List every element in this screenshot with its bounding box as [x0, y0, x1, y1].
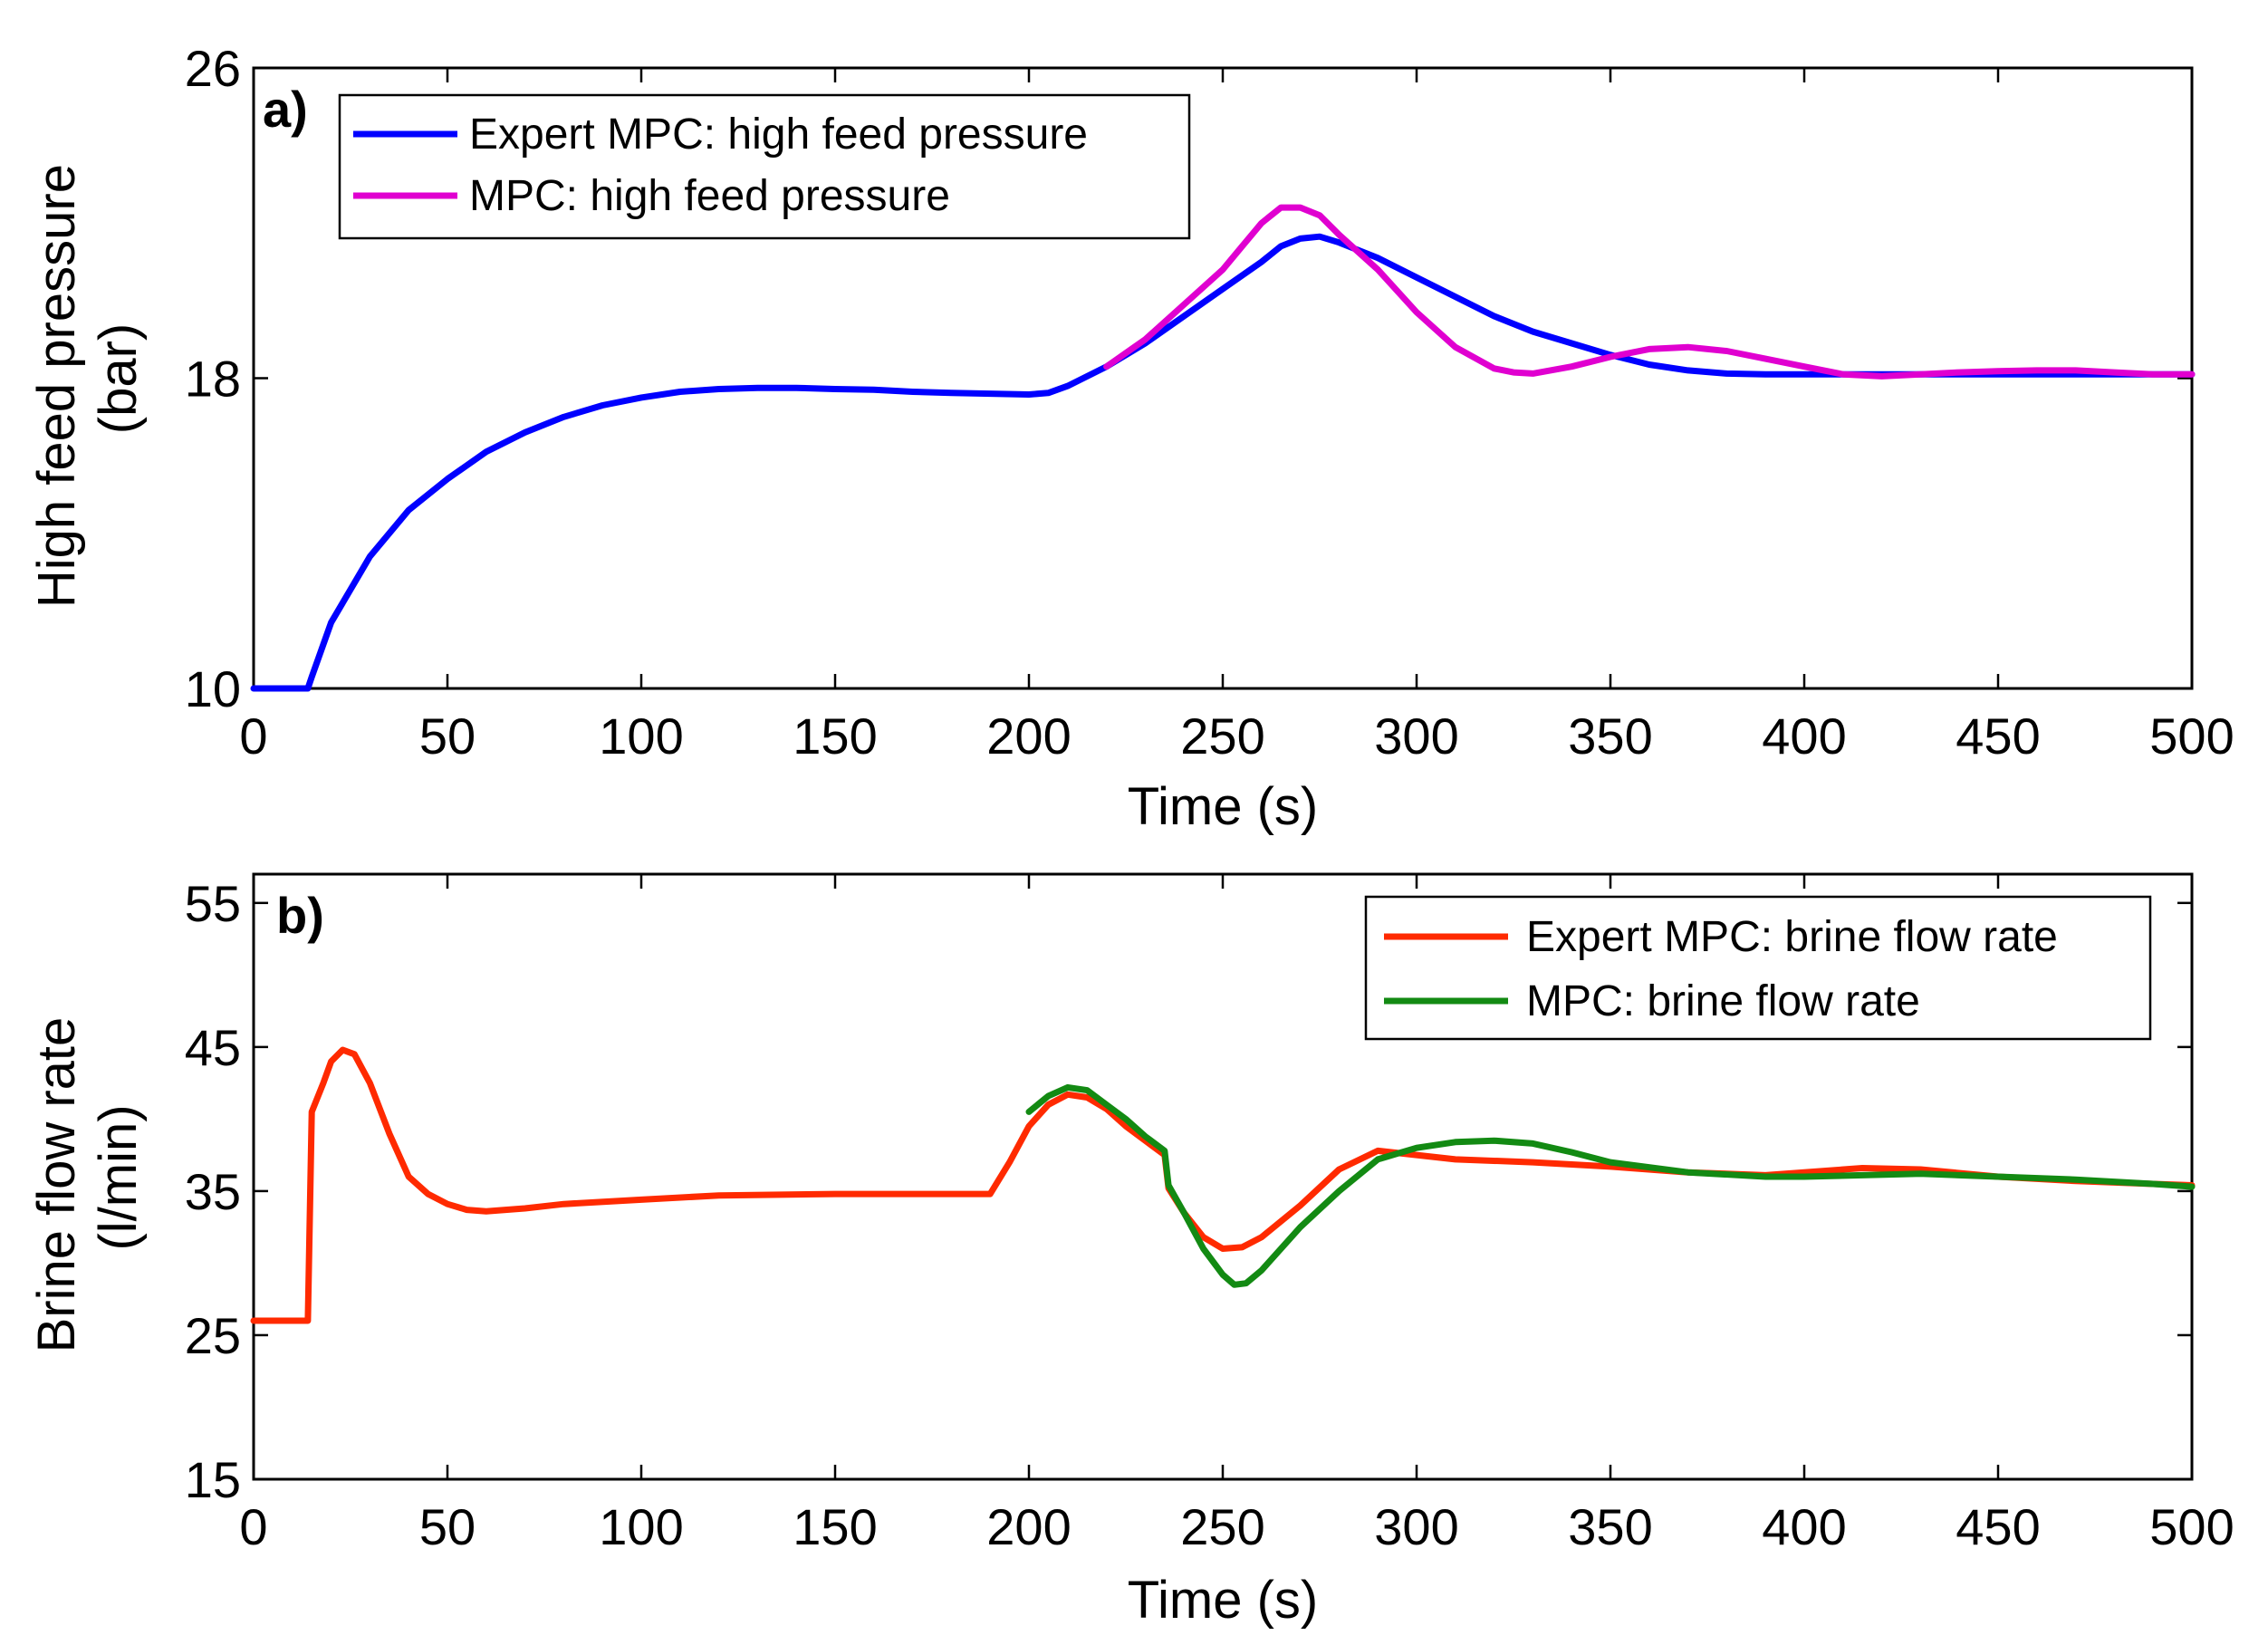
panel-b-series-line-2	[1025, 1083, 2196, 1288]
panel-a-x-tick-label: 50	[419, 707, 476, 765]
panel-b-ticks: 0 50 100 150 200 250 300 350 400 450 500 15 25 35 45 55	[185, 874, 2234, 1555]
panel-b-chart: 0 50 100 150 200 250 300 350 400 450 500 15 25 35 45 55…	[27, 872, 2234, 1630]
panel-a-legend-box	[338, 93, 1191, 240]
panel-a-x-tick-label: 300	[1374, 707, 1458, 765]
panel-b-x-tick-label: 450	[1956, 1498, 2040, 1555]
panel-a-x-tick-label: 0	[239, 707, 267, 765]
panel-b-y-axis-label: Brine flow rate (l/min)	[27, 1003, 148, 1353]
panel-a-x-tick-label: 100	[599, 707, 683, 765]
panel-b-series-line-1	[250, 1046, 2196, 1324]
panel-b-x-tick-label: 300	[1374, 1498, 1458, 1555]
panel-b-y-tick-label: 15	[185, 1451, 241, 1508]
panel-a-y-axis-label-line-2: (bar)	[89, 323, 148, 434]
panel-b-x-tick-label: 100	[599, 1498, 683, 1555]
panel-b-legend: Expert MPC: brine flow rate MPC: brine f…	[1364, 895, 2152, 1041]
legend-label-expert-mpc-brine: Expert MPC: brine flow rate	[1526, 913, 2058, 961]
panel-a-legend: Expert MPC: high feed pressure MPC: high…	[338, 93, 1191, 240]
panel-a-x-tick-label: 450	[1956, 707, 2040, 765]
panel-a-x-tick-label: 500	[2149, 707, 2234, 765]
panel-a-ticks: 0 50 100 150 200 250 300 350 400 450 500 10 18 26	[185, 40, 2234, 765]
legend-label-mpc-brine: MPC: brine flow rate	[1526, 977, 1920, 1025]
legend-label-expert-mpc-pressure: Expert MPC: high feed pressure	[469, 111, 1088, 159]
panel-b-series	[250, 1046, 2196, 1324]
panel-a-y-axis-label-line-1: High feed pressure	[27, 164, 86, 608]
panel-b-y-tick-label: 35	[185, 1163, 241, 1220]
panel-b-y-tick-label: 55	[185, 875, 241, 932]
panel-a-x-tick-label: 200	[986, 707, 1071, 765]
panel-b-x-tick-label: 250	[1180, 1498, 1264, 1555]
panel-a-x-tick-label: 150	[793, 707, 877, 765]
panel-b-x-tick-label: 400	[1762, 1498, 1846, 1555]
panel-b-label: b)	[276, 887, 324, 944]
panel-a-y-tick-label: 18	[185, 351, 241, 408]
panel-b-y-tick-label: 25	[185, 1307, 241, 1364]
panel-a-x-tick-label: 400	[1762, 707, 1846, 765]
panel-a-x-axis-label: Time (s)	[1128, 777, 1318, 836]
panel-b-x-tick-label: 0	[239, 1498, 267, 1555]
panel-b-x-tick-label: 150	[793, 1498, 877, 1555]
panel-b-legend-box	[1364, 895, 2152, 1041]
panel-a-x-tick-label: 250	[1180, 707, 1264, 765]
panel-a-x-tick-label: 350	[1568, 707, 1652, 765]
panel-b-x-tick-label: 350	[1568, 1498, 1652, 1555]
panel-a-series	[250, 204, 2196, 692]
panel-b-y-tick-label: 45	[185, 1019, 241, 1076]
panel-b-x-tick-label: 200	[986, 1498, 1071, 1555]
panel-a-y-tick-label: 26	[185, 40, 241, 97]
panel-a-y-tick-label: 10	[185, 660, 241, 717]
panel-a-label: a)	[263, 81, 308, 138]
panel-b-x-axis-label: Time (s)	[1128, 1571, 1318, 1630]
panel-b-x-tick-label: 50	[419, 1498, 476, 1555]
panel-b-y-axis-label-line-2: (l/min)	[89, 1104, 148, 1250]
panel-b-y-axis-label-line-1: Brine flow rate	[27, 1017, 86, 1353]
legend-label-mpc-pressure: MPC: high feed pressure	[469, 172, 950, 220]
panel-a-series-line-1	[250, 233, 2196, 692]
panel-a-series-line-2	[1103, 204, 2196, 380]
panel-a-y-axis-label: High feed pressure (bar)	[27, 149, 148, 608]
panel-b-x-tick-label: 500	[2149, 1498, 2234, 1555]
